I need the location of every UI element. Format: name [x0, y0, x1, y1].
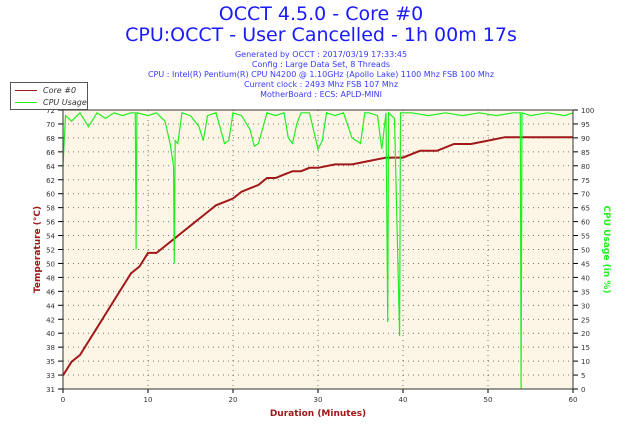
legend-swatch-cpu	[15, 101, 37, 103]
x-tick-label: 50	[484, 396, 493, 404]
info-motherboard: MotherBoard : ECS: APLD-MINI	[260, 90, 382, 99]
y2-tick-label: 65	[581, 205, 590, 213]
y2-tick-label: 75	[581, 177, 590, 185]
series-cpu-usage-line	[62, 111, 574, 390]
y-tick-label: 72	[46, 107, 55, 115]
info-cpu: CPU : Intel(R) Pentium(R) CPU N4200 @ 1.…	[147, 70, 495, 79]
y2-tick-label: 25	[581, 316, 590, 324]
y2-tick-label: 80	[581, 163, 590, 171]
legend-label: CPU Usage	[43, 97, 87, 107]
y-tick-label: 52	[46, 247, 55, 255]
y2-tick-label: 70	[581, 191, 590, 199]
y-axis-label: Temperature (°C)	[33, 206, 43, 293]
y2-tick-label: 60	[581, 219, 590, 227]
y-tick-label: 35	[46, 358, 55, 366]
y-tick-label: 58	[46, 205, 55, 213]
info-config: Config : Large Data Set, 8 Threads	[251, 60, 391, 69]
y-tick-label: 54	[46, 233, 55, 241]
legend-entry-cpu: CPU Usage	[15, 96, 87, 108]
legend-entry-core0: Core #0	[15, 84, 76, 96]
chart-title: OCCT 4.5.0 - Core #0	[218, 3, 424, 25]
y-tick-label: 56	[46, 219, 55, 227]
x-tick-label: 30	[314, 396, 323, 404]
x-tick-label: 40	[399, 396, 408, 404]
y2-tick-label: 30	[581, 302, 590, 310]
y2-tick-label: 10	[581, 358, 590, 366]
y2-tick-label: 55	[581, 233, 590, 241]
y2-tick-label: 20	[581, 330, 590, 338]
plot-border	[62, 109, 574, 390]
y-tick-label: 33	[46, 372, 55, 380]
y2-tick-label: 5	[581, 372, 585, 380]
y2-tick-label: 50	[581, 247, 590, 255]
x-tick-label: 0	[61, 396, 65, 404]
y-tick-label: 62	[46, 177, 55, 185]
y-tick-label: 48	[46, 274, 55, 282]
legend-swatch-core0	[15, 89, 37, 91]
y-tick-label: 60	[46, 191, 55, 199]
y2-tick-label: 95	[581, 121, 590, 129]
legend-label: Core #0	[43, 85, 77, 95]
y-tick-label: 50	[46, 260, 55, 268]
y2-tick-label: 15	[581, 344, 590, 352]
y2-tick-label: 100	[581, 107, 594, 115]
y-tick-label: 68	[46, 135, 55, 143]
y-tick-label: 70	[46, 121, 55, 129]
y-tick-label: 44	[46, 302, 55, 310]
x-tick-label: 10	[144, 396, 153, 404]
y-tick-label: 46	[46, 288, 55, 296]
y-tick-label: 40	[46, 330, 55, 338]
y2-tick-label: 45	[581, 260, 590, 268]
y-tick-label: 31	[46, 386, 55, 394]
y2-tick-label: 40	[581, 274, 590, 282]
y2-tick-label: 90	[581, 135, 590, 143]
info-generated: Generated by OCCT : 2017/03/19 17:33:45	[234, 50, 408, 59]
legend: Core #0 CPU Usage	[10, 82, 88, 110]
y2-axis-label: CPU Usage (in %)	[601, 206, 611, 294]
y2-tick-label: 35	[581, 288, 590, 296]
y-tick-label: 64	[46, 163, 55, 171]
y2-tick-label: 85	[581, 149, 590, 157]
y-tick-label: 42	[46, 316, 55, 324]
x-tick-label: 60	[569, 396, 578, 404]
series-core0-line	[62, 136, 573, 376]
y2-tick-label: 0	[581, 386, 585, 394]
y-tick-label: 38	[46, 344, 55, 352]
x-axis-label: Duration (Minutes)	[270, 409, 366, 419]
y-tick-label: 66	[46, 149, 55, 157]
x-tick-label: 20	[229, 396, 238, 404]
chart-subtitle: CPU:OCCT - User Cancelled - 1h 00m 17s	[125, 24, 517, 46]
info-clock: Current clock : 2493 Mhz FSB 107 Mhz	[243, 80, 399, 89]
